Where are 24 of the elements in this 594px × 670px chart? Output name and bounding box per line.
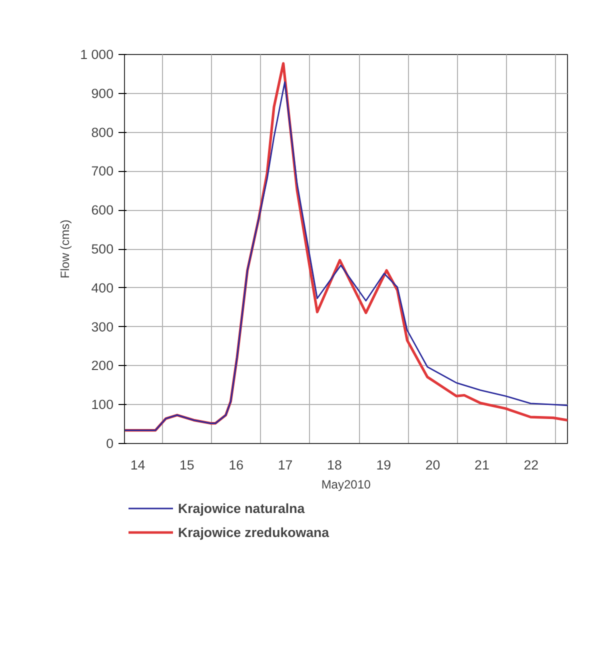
y-tick-label: 500 (91, 242, 114, 256)
x-tick-label: 19 (376, 458, 392, 472)
legend-label: Krajowice naturalna (178, 500, 305, 516)
y-tick-label: 0 (106, 436, 114, 451)
y-axis-title: Flow (cms) (58, 220, 72, 278)
x-tick-label: 20 (425, 458, 440, 472)
y-tick-label: 100 (91, 397, 114, 412)
x-tick-label: 17 (278, 458, 293, 472)
y-tick-label: 600 (91, 202, 114, 218)
y-tick-label: 400 (91, 280, 114, 296)
x-tick-label: 18 (327, 458, 342, 472)
y-tick-label: 200 (91, 358, 114, 374)
x-tick-label: 21 (474, 458, 490, 472)
x-tick-label: 22 (524, 458, 539, 472)
y-tick-label: 1 000 (80, 47, 114, 62)
x-tick-label: 14 (130, 458, 146, 472)
y-tick-label: 900 (91, 86, 114, 101)
x-axis-title: May2010 (321, 478, 372, 492)
x-tick-label: 16 (228, 458, 244, 472)
legend-label: Krajowice zredukowana (178, 524, 330, 540)
y-tick-label: 300 (91, 319, 114, 334)
y-tick-label: 700 (91, 164, 114, 179)
y-tick-label: 800 (91, 124, 114, 140)
x-tick-label: 15 (180, 458, 194, 472)
